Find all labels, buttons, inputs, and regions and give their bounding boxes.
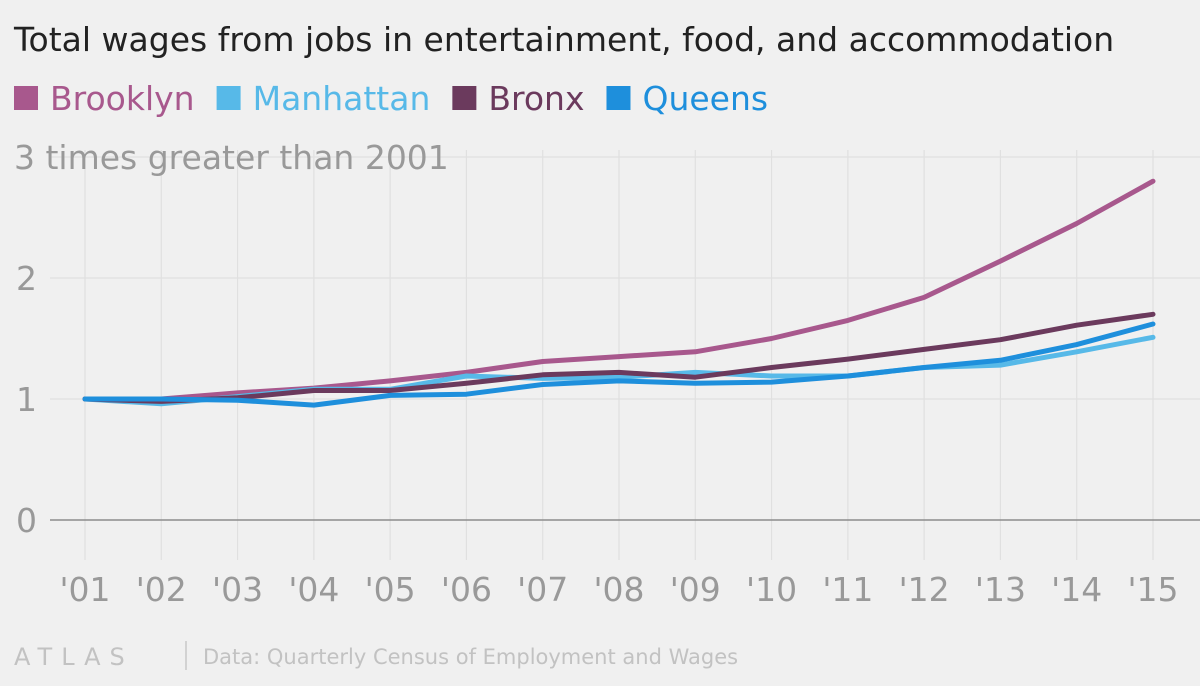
x-tick-label: '11 (822, 570, 873, 609)
x-tick-label: '08 (593, 570, 644, 609)
series-line-bronx (82, 311, 1156, 404)
chart-title: Total wages from jobs in entertainment, … (13, 20, 1114, 59)
legend: Brooklyn Manhattan Bronx Queens (14, 79, 768, 118)
x-tick-label: '01 (59, 570, 110, 609)
y-axis: 0 1 2 (16, 259, 37, 540)
legend-label-queens: Queens (642, 79, 768, 118)
legend-swatch-queens (606, 86, 631, 110)
x-tick-label: '05 (365, 570, 416, 609)
legend-swatch-manhattan (216, 86, 241, 110)
series-line-queens (82, 321, 1156, 408)
x-tick-label: '09 (670, 570, 721, 609)
series-line-brooklyn (82, 178, 1156, 402)
legend-label-manhattan: Manhattan (253, 79, 431, 118)
x-tick-label: '15 (1127, 570, 1178, 609)
annotation-label: 3 times greater than 2001 (14, 138, 449, 177)
y-tick-label: 2 (16, 259, 37, 298)
source-note: Data: Quarterly Census of Employment and… (203, 645, 738, 669)
x-tick-label: '06 (441, 570, 492, 609)
series-lines (82, 178, 1156, 408)
legend-label-brooklyn: Brooklyn (50, 79, 195, 118)
x-tick-label: '13 (975, 570, 1026, 609)
x-tick-label: '02 (136, 570, 187, 609)
legend-swatch-bronx (452, 86, 477, 110)
x-tick-label: '12 (899, 570, 950, 609)
x-tick-label: '03 (212, 570, 263, 609)
x-tick-label: '07 (517, 570, 568, 609)
x-axis: '01 '02 '03 '04 '05 '06 '07 '08 '09 '10 '11 '12 '13 '… (59, 570, 1178, 609)
grid (50, 150, 1200, 560)
legend-swatch-brooklyn (14, 86, 38, 110)
x-tick-label: '04 (288, 570, 339, 609)
x-tick-label: '10 (746, 570, 797, 609)
y-tick-label: 1 (16, 380, 37, 419)
y-tick-label: 0 (16, 501, 37, 540)
atlas-logo: ATLAS (14, 643, 134, 671)
x-tick-label: '14 (1051, 570, 1102, 609)
legend-label-bronx: Bronx (488, 79, 584, 118)
